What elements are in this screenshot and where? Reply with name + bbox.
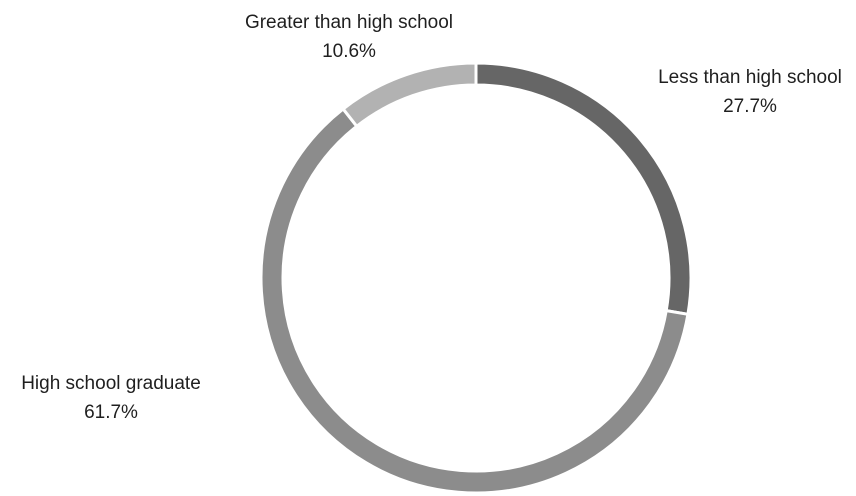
donut-slice-1 [474, 61, 693, 317]
donut-slices [259, 61, 693, 495]
slice-category-label-1: Less than high school [658, 67, 842, 88]
slice-value-label-3: 10.6% [322, 41, 376, 62]
slice-category-label-3: Greater than high school [245, 12, 453, 33]
donut-slice-3 [341, 61, 478, 129]
donut-slice-2 [259, 106, 690, 495]
slice-labels: Less than high school 27.7% High school gr… [21, 12, 842, 423]
slice-category-label-2: High school graduate [21, 373, 201, 394]
slice-value-label-1: 27.7% [723, 96, 777, 117]
slice-value-label-2: 61.7% [84, 402, 138, 423]
